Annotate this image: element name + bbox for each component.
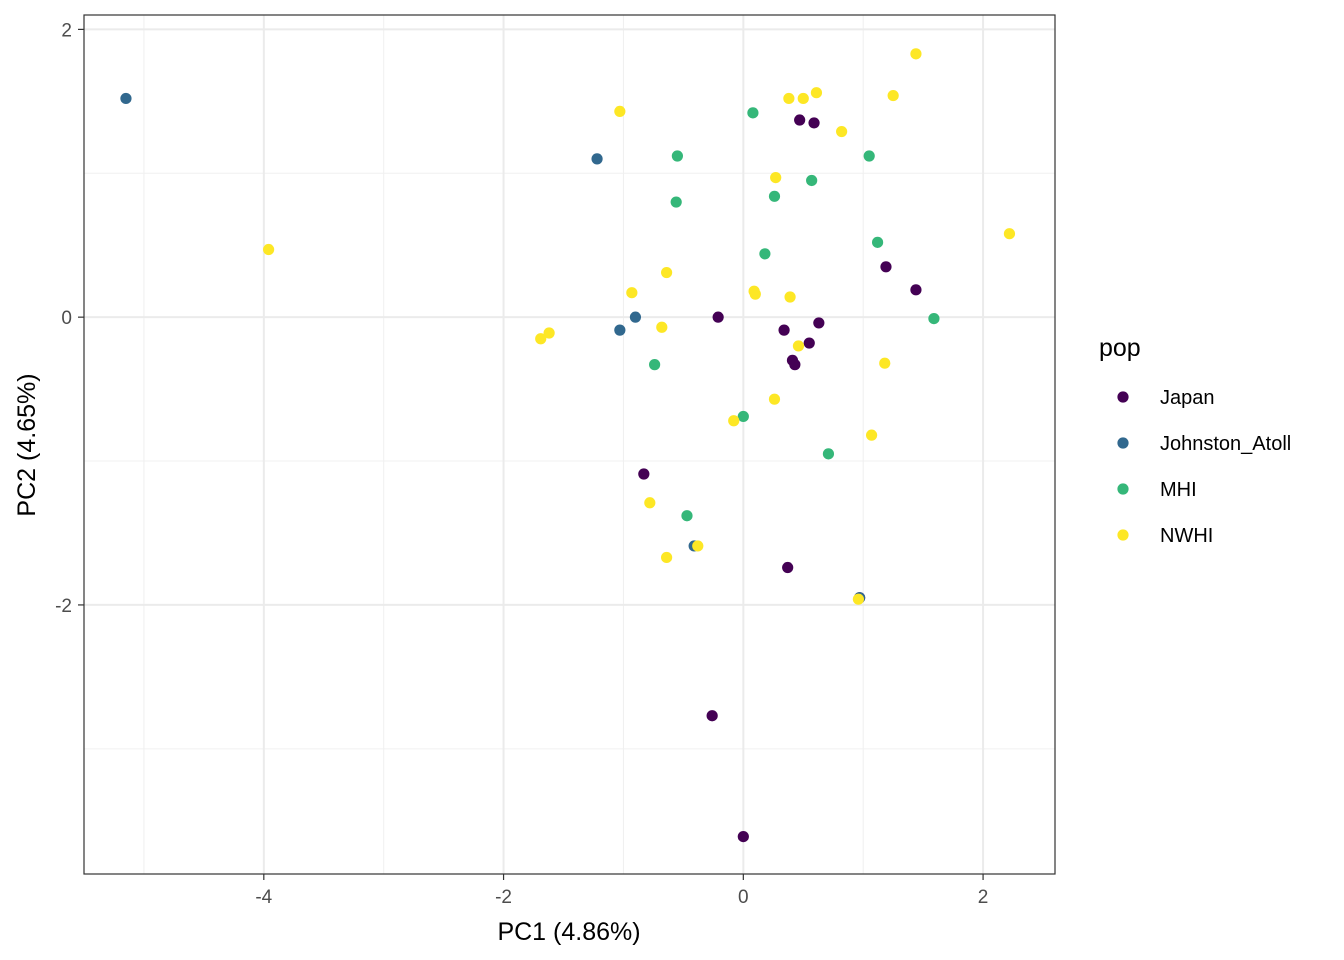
legend-key-mhi — [1117, 483, 1129, 495]
point-nwhi — [792, 340, 805, 352]
point-nwhi — [865, 429, 878, 441]
point-japan — [638, 468, 650, 480]
point-nwhi — [879, 357, 891, 369]
point-japan — [712, 311, 724, 323]
point-nwhi — [644, 497, 656, 509]
y-tick-label: -2 — [55, 596, 72, 617]
point-nwhi — [797, 92, 809, 105]
grid-major — [84, 15, 1055, 874]
point-mhi — [871, 236, 884, 248]
point-nwhi — [626, 287, 638, 299]
point-japan — [808, 117, 820, 129]
point-japan — [789, 359, 801, 371]
y-axis-title: PC2 (4.65%) — [13, 373, 41, 516]
point-nwhi — [1003, 228, 1016, 240]
point-mhi — [822, 448, 835, 460]
point-nwhi — [810, 87, 823, 99]
point-nwhi — [614, 105, 626, 118]
legend-key-johnston-atoll — [1117, 437, 1129, 449]
point-nwhi — [661, 266, 673, 279]
legend-label-japan: Japan — [1160, 387, 1215, 409]
point-nwhi — [836, 125, 848, 138]
x-tick-label: -4 — [255, 887, 272, 908]
legend-key-japan — [1117, 391, 1129, 403]
legend-items: Japan Johnston_Atoll MHI NWHI — [1117, 387, 1291, 547]
point-johnston-atoll — [614, 324, 626, 336]
point-nwhi — [887, 89, 899, 102]
legend-key-nwhi — [1117, 529, 1129, 541]
point-japan — [778, 324, 790, 336]
point-nwhi — [661, 551, 673, 564]
point-mhi — [670, 196, 682, 208]
point-nwhi — [263, 243, 275, 256]
point-mhi — [737, 410, 749, 423]
data-points — [120, 48, 1016, 843]
point-mhi — [806, 174, 818, 187]
point-nwhi — [783, 92, 795, 105]
y-tick-label: 0 — [61, 308, 72, 329]
point-mhi — [681, 510, 693, 522]
plot-panel-border — [83, 14, 1056, 875]
point-johnston-atoll — [591, 153, 603, 165]
point-japan — [910, 284, 922, 296]
legend-label-johnston-atoll: Johnston_Atoll — [1160, 433, 1291, 455]
x-axis-title: PC1 (4.86%) — [497, 918, 640, 946]
point-japan — [880, 261, 892, 273]
point-mhi — [649, 359, 661, 371]
point-japan — [794, 114, 806, 126]
point-mhi — [768, 190, 781, 202]
point-nwhi — [910, 48, 922, 60]
point-japan — [813, 317, 825, 329]
point-nwhi — [768, 393, 781, 405]
point-japan — [737, 830, 749, 843]
point-nwhi — [770, 171, 782, 184]
point-japan — [803, 337, 815, 349]
point-johnston-atoll — [629, 311, 642, 323]
point-nwhi — [656, 321, 668, 333]
point-nwhi — [543, 327, 555, 339]
point-nwhi — [749, 288, 761, 300]
point-nwhi — [692, 540, 704, 552]
point-johnston-atoll — [120, 92, 132, 105]
grid-minor — [84, 15, 1055, 874]
x-tick-label: 0 — [738, 887, 749, 908]
point-mhi — [928, 312, 940, 325]
point-mhi — [671, 150, 683, 162]
legend-label-nwhi: NWHI — [1160, 525, 1213, 547]
legend: pop Japan Johnston_Atoll MHI NWHI — [1099, 334, 1291, 547]
point-japan — [782, 561, 794, 574]
legend-title: pop — [1099, 334, 1141, 362]
plot-background — [84, 15, 1055, 874]
x-axis: -4 -2 0 2 — [255, 874, 988, 908]
point-mhi — [759, 248, 771, 260]
y-tick-label: 2 — [61, 20, 72, 41]
y-axis: 2 0 -2 — [55, 20, 84, 617]
point-nwhi — [535, 333, 547, 345]
point-nwhi — [728, 415, 740, 427]
point-nwhi — [784, 291, 796, 303]
legend-label-mhi: MHI — [1160, 479, 1197, 501]
point-mhi — [863, 150, 875, 162]
point-nwhi — [852, 593, 865, 605]
x-tick-label: 2 — [978, 887, 989, 908]
point-mhi — [747, 107, 759, 119]
point-japan — [706, 710, 718, 722]
x-tick-label: -2 — [495, 887, 512, 908]
